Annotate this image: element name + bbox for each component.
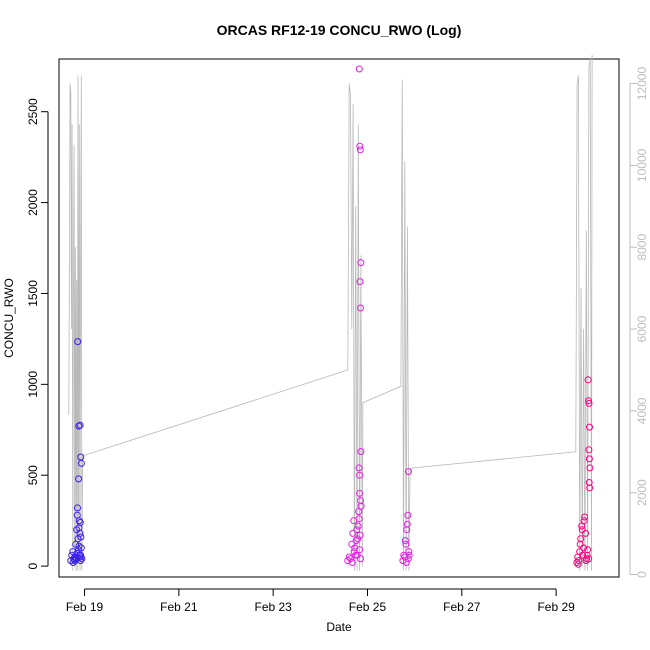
y2-tick-label: 4000: [635, 397, 649, 424]
y-tick-label: 1500: [26, 280, 40, 307]
data-point: [355, 515, 363, 523]
x-tick-label: Feb 27: [443, 600, 481, 614]
y2-tick-label: 6000: [635, 315, 649, 342]
y-tick-label: 1000: [26, 371, 40, 398]
data-point: [575, 557, 583, 565]
data-point: [404, 468, 412, 476]
y-tick-label: 0: [26, 562, 40, 569]
data-point: [353, 551, 361, 559]
data-point: [75, 524, 83, 532]
data-point: [586, 423, 593, 431]
y-tick-label: 500: [26, 465, 40, 485]
data-point: [574, 560, 582, 568]
data-point: [348, 559, 356, 566]
data-point: [354, 535, 362, 543]
data-point: [402, 540, 410, 548]
data-point: [77, 544, 85, 552]
y2-tick-label: 0: [635, 571, 649, 578]
data-point: [356, 146, 364, 154]
chart-title: ORCAS RF12-19 CONCU_RWO (Log): [217, 22, 462, 38]
data-point: [76, 421, 84, 429]
data-point: [405, 548, 413, 556]
data-point: [403, 520, 411, 528]
data-point: [356, 278, 364, 286]
data-point: [404, 555, 412, 563]
y2-tick-label: 8000: [635, 234, 649, 261]
data-point: [576, 540, 584, 548]
plot-area-frame: [58, 58, 620, 578]
data-point: [357, 304, 364, 312]
data-point: [355, 65, 363, 73]
data-point: [354, 522, 362, 530]
data-point: [578, 526, 586, 534]
data-point: [585, 397, 592, 405]
data-point: [77, 459, 85, 467]
y-tick-label: 2000: [26, 189, 40, 216]
data-point: [356, 531, 364, 539]
data-point: [355, 464, 363, 472]
data-point: [75, 422, 83, 430]
data-point: [586, 484, 594, 492]
y2-tick-label: 10000: [635, 148, 649, 182]
data-point: [357, 502, 365, 510]
data-point: [579, 551, 587, 559]
data-point: [356, 471, 364, 479]
x-tick-label: Feb 19: [66, 600, 104, 614]
data-point: [405, 551, 413, 559]
data-point: [585, 399, 593, 407]
data-points-layer: [67, 65, 594, 568]
x-tick-label: Feb 29: [537, 600, 575, 614]
data-point: [585, 479, 593, 486]
data-point: [402, 559, 410, 566]
y-tick-label: 2500: [26, 98, 40, 125]
data-point: [351, 544, 359, 552]
data-point: [356, 489, 363, 497]
data-point: [356, 142, 364, 150]
x-tick-label: Feb 21: [160, 600, 198, 614]
data-point: [70, 556, 78, 564]
y2-tick-label: 2000: [635, 479, 649, 506]
data-point: [75, 542, 83, 550]
data-point: [580, 517, 588, 525]
data-point: [72, 554, 80, 562]
secondary-trace-line: [68, 54, 593, 571]
data-point: [357, 497, 365, 505]
data-point: [357, 259, 365, 267]
data-point: [349, 529, 357, 537]
data-point: [583, 551, 591, 559]
x-axis-title: Date: [326, 620, 352, 634]
data-point: [77, 553, 85, 561]
y-axis-title: CONCU_RWO: [2, 278, 16, 358]
data-point: [585, 555, 593, 563]
data-point: [347, 555, 354, 563]
data-point: [355, 508, 363, 516]
data-point: [403, 526, 411, 534]
data-point: [357, 448, 365, 456]
axes: Feb 19 Feb 21 Feb 23 Feb 25 Feb 27 Feb 29 0 500…: [26, 67, 649, 614]
data-point: [77, 533, 85, 541]
data-point: [586, 464, 594, 472]
data-point: [404, 511, 412, 519]
secondary-trace-layer: [68, 54, 593, 571]
y2-tick-label: 12000: [635, 67, 649, 101]
data-point: [74, 504, 81, 512]
x-tick-label: Feb 23: [254, 600, 292, 614]
data-point: [401, 537, 409, 545]
data-point: [584, 376, 592, 384]
data-point: [75, 475, 83, 483]
data-point: [353, 526, 361, 534]
data-point: [585, 446, 593, 454]
data-point: [345, 553, 353, 561]
data-point: [352, 537, 360, 545]
x-tick-label: Feb 25: [349, 600, 387, 614]
data-point: [585, 455, 593, 463]
data-point: [74, 338, 82, 346]
data-point: [581, 513, 589, 521]
